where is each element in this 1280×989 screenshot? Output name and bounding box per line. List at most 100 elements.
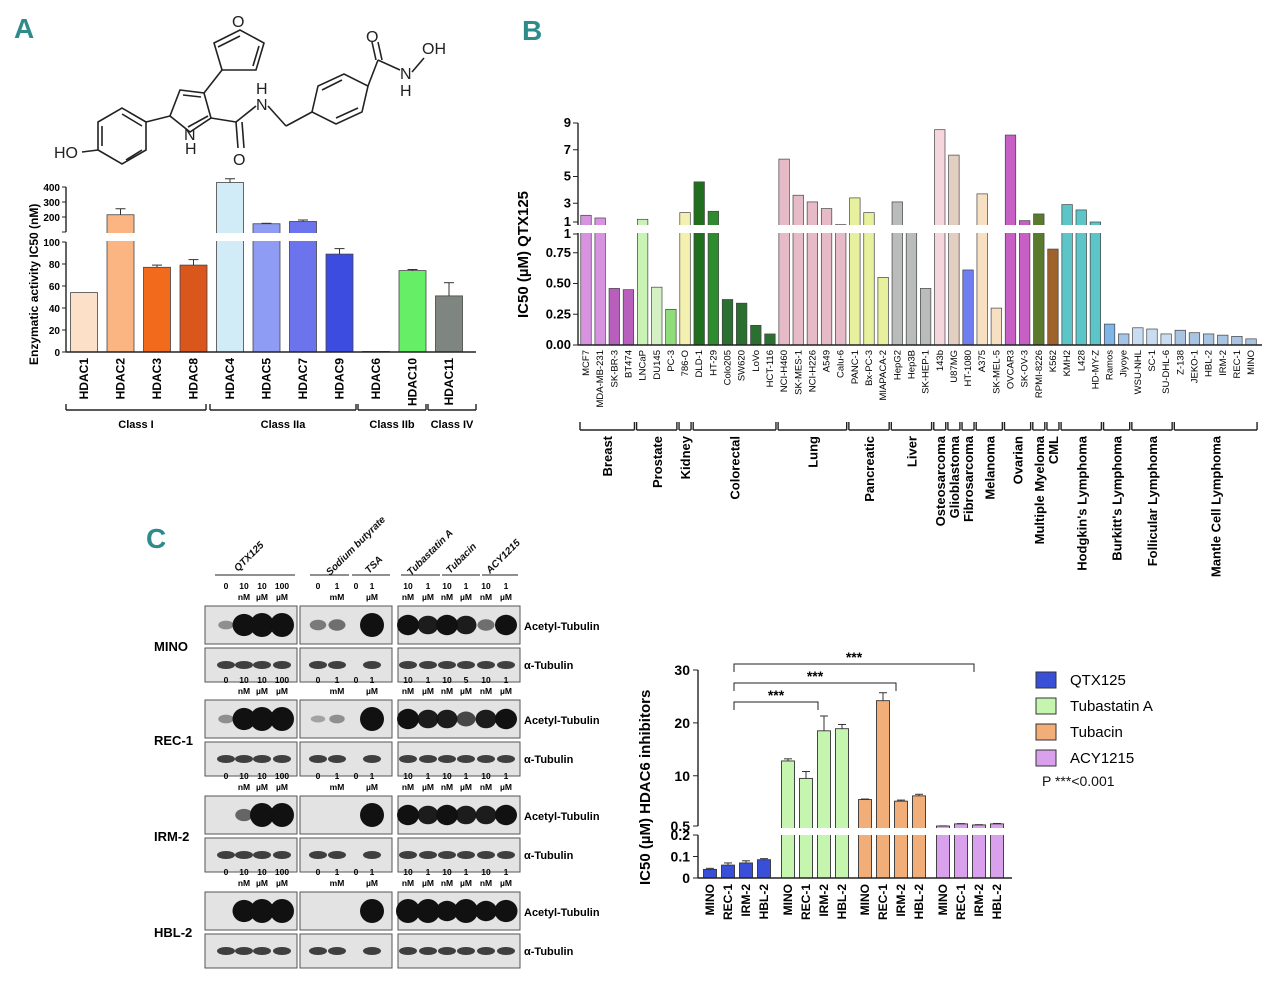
x-tick-label: SK-MEL-5: [991, 350, 1002, 394]
class-label: Class IIa: [261, 419, 307, 431]
bar-sc-1: [1146, 328, 1158, 346]
x-tick-label: LNCaP: [638, 350, 649, 381]
blot-band-alpha: [235, 661, 253, 669]
blot-band-acetyl: [456, 711, 476, 727]
dose-number: 0: [354, 771, 359, 781]
dose-number: 0: [224, 771, 229, 781]
dose-unit: µM: [500, 686, 512, 696]
blot-band-alpha: [328, 755, 346, 763]
dose-number: 100: [275, 771, 289, 781]
y-tick-label: 40: [49, 304, 61, 315]
bar-hdac8: [179, 264, 208, 353]
blot-band-alpha: [235, 755, 253, 763]
blot-band-alpha: [363, 947, 381, 955]
group-label: Ovarian: [1011, 436, 1026, 484]
blot-band-alpha: [419, 851, 437, 859]
dose-number: 0: [224, 867, 229, 877]
dose-number: 1: [370, 867, 375, 877]
bar-pc-3: [665, 308, 677, 346]
x-tick-label: SK-MES-1: [793, 350, 804, 395]
y-tick-label: 10: [674, 768, 690, 784]
y-tick-label: 30: [674, 662, 690, 678]
dose-unit: µM: [276, 878, 288, 888]
blot-band-alpha: [253, 661, 271, 669]
x-tick-label: DLD-1: [694, 350, 705, 377]
bar-hepg2: [891, 201, 903, 346]
axis-break-gap: [570, 225, 1270, 233]
dose-unit: µM: [500, 592, 512, 602]
x-tick-label: HDAC11: [442, 358, 456, 406]
header-qtx125: QTX125: [232, 540, 266, 574]
group-label: Kidney: [678, 435, 693, 479]
bar-tubacin-hbl-2: [912, 795, 926, 879]
x-tick-label: HDAC6: [369, 358, 383, 400]
blot-band-alpha: [477, 661, 495, 669]
bar-hdac3: [143, 266, 171, 353]
bar-hct-116: [764, 333, 776, 346]
blot-row-label-alpha: α-Tubulin: [524, 946, 574, 958]
blot-band-acetyl: [495, 804, 517, 826]
x-tick-label: A549: [822, 350, 833, 372]
y-tick-label: 80: [49, 260, 61, 271]
x-tick-label: Z-138: [1175, 350, 1186, 375]
bar-tubacin-irm-2: [894, 800, 908, 879]
dose-unit: nM: [402, 592, 414, 602]
blot-band-acetyl: [494, 899, 518, 923]
x-tick-label: MIAPACA-2: [878, 350, 889, 401]
molecule-label-hydroxamic-h: H: [400, 83, 412, 100]
bar-sk-ov-3: [1019, 220, 1031, 346]
panel-a-letter: A: [14, 13, 34, 44]
blot-row-label-acetyl: Acetyl-Tubulin: [524, 811, 600, 823]
x-tick-label: HBL-2: [757, 884, 771, 920]
blot-band-alpha: [273, 661, 291, 669]
dose-unit: µM: [460, 686, 472, 696]
panel-d-p-note: P ***<0.001: [1042, 773, 1115, 789]
cell-line-label: MINO: [154, 639, 188, 654]
blot-band-acetyl: [250, 613, 274, 637]
blot-band-alpha: [419, 661, 437, 669]
dose-unit: mM: [330, 592, 345, 602]
blot-row-label-alpha: α-Tubulin: [524, 660, 574, 672]
dose-number: 1: [464, 867, 469, 877]
dose-number: 1: [504, 867, 509, 877]
group-label: Breast: [600, 435, 615, 476]
dose-number: 10: [481, 581, 491, 591]
bar-lncap: [636, 218, 649, 346]
blot-band-acetyl: [417, 709, 439, 729]
dose-number: 10: [442, 867, 452, 877]
blot-row-label-alpha: α-Tubulin: [524, 850, 574, 862]
cell-line-label: HBL-2: [154, 925, 192, 940]
x-tick-label: LoVo: [751, 350, 762, 372]
dose-unit: µM: [366, 592, 378, 602]
bar-tubastatin-a-irm-2: [817, 730, 831, 879]
x-tick-label: HDAC5: [260, 358, 274, 400]
x-tick-label: DU145: [652, 350, 663, 380]
dose-number: 1: [464, 771, 469, 781]
bar-irm-2: [1217, 334, 1229, 346]
blot-band-acetyl: [397, 708, 419, 730]
y-tick-label: 20: [49, 326, 61, 337]
blot-band-acetyl: [397, 614, 419, 636]
x-tick-label: SK-OV-3: [1020, 350, 1031, 388]
x-tick-label: HD-MY-Z: [1090, 350, 1101, 389]
x-tick-label: HBL-2: [912, 884, 926, 920]
bar-sk-br-3: [608, 288, 620, 346]
x-tick-label: IRM-2: [1218, 350, 1229, 376]
dose-unit: nM: [238, 782, 250, 792]
dose-number: 1: [504, 675, 509, 685]
dose-unit: µM: [256, 686, 268, 696]
y-tick-label: 0.5: [671, 818, 691, 834]
group-label: Multiple Myeloma: [1032, 435, 1047, 544]
blot-band-alpha: [438, 661, 456, 669]
molecule-label-amide-o: O: [233, 152, 245, 169]
y-tick-label: 0.00: [546, 337, 571, 352]
bar-z-138: [1174, 329, 1186, 346]
dose-number: 10: [257, 581, 267, 591]
dose-unit: mM: [330, 878, 345, 888]
bar-k562: [1047, 248, 1059, 346]
dose-number: 10: [442, 581, 452, 591]
dose-number: 10: [257, 675, 267, 685]
x-tick-label: HBL-2: [835, 884, 849, 920]
blot-band-alpha: [477, 755, 495, 763]
x-tick-label: HT-1080: [963, 350, 974, 386]
